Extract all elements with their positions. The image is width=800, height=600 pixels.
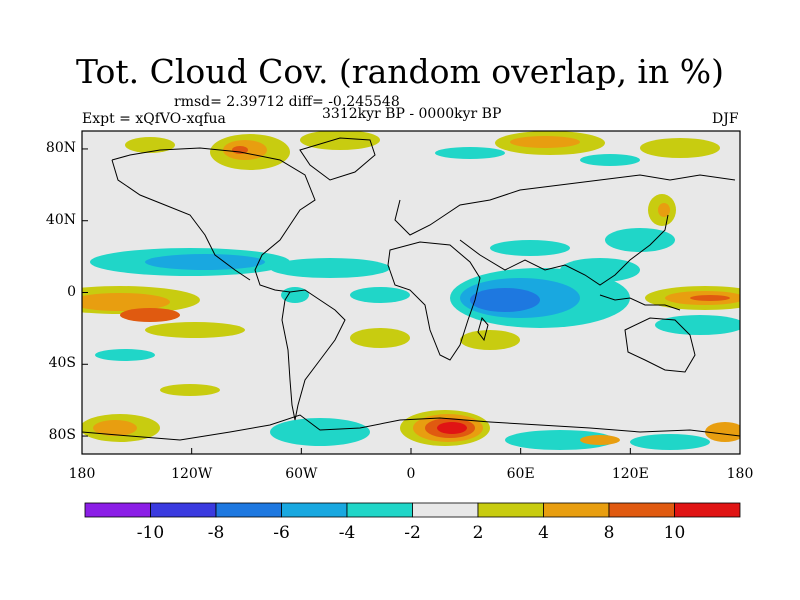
- colorbar-label: -10: [136, 523, 165, 543]
- y-tick-label: 0: [67, 283, 76, 300]
- anomaly-patch: [82, 293, 170, 311]
- coastline-europe-asia: [394, 174, 736, 236]
- anomaly-patch: [705, 422, 740, 442]
- colorbar-bin: [674, 502, 741, 518]
- colorbar-bin: [346, 502, 413, 518]
- anomaly-patch: [300, 131, 380, 150]
- anomaly-patch: [605, 228, 675, 252]
- anomaly-patch: [145, 322, 245, 338]
- map-background: [82, 131, 740, 454]
- anomaly-patch: [580, 154, 640, 166]
- anomaly-patch: [655, 315, 740, 335]
- anomaly-patch: [160, 384, 220, 396]
- anomaly-patch: [270, 258, 390, 278]
- anomaly-patch: [281, 287, 309, 303]
- colorbar-label: -4: [338, 523, 356, 543]
- coastline-africa: [387, 241, 481, 361]
- anomaly-patch: [470, 288, 540, 312]
- anomaly-patch: [490, 240, 570, 256]
- anomaly-patch: [640, 138, 720, 158]
- y-tick-label: 80N: [45, 139, 76, 156]
- stats-line: rmsd= 2.39712 diff= -0.245548: [174, 94, 400, 110]
- colorbar-bin: [608, 502, 675, 518]
- x-tick-label: 180: [726, 466, 754, 482]
- colorbar: [84, 502, 741, 518]
- anomaly-patch: [658, 203, 670, 217]
- colorbar-bin: [84, 502, 151, 518]
- coastline-alaska-west: [111, 159, 251, 281]
- coastline-madagascar: [477, 316, 489, 342]
- colorbar-label: 2: [472, 523, 484, 543]
- anomaly-patch: [505, 430, 615, 450]
- x-tick-label: 120E: [611, 466, 649, 482]
- experiment-label: Expt = xQfVO-xqfua: [82, 111, 226, 127]
- x-tick-label: 0: [406, 466, 416, 482]
- anomaly-patch: [510, 136, 580, 148]
- anomaly-patch: [630, 434, 710, 450]
- anomaly-patch: [125, 137, 175, 153]
- anomaly-patch: [93, 420, 137, 436]
- x-tick-label: 60E: [506, 466, 535, 482]
- colorbar-label: 8: [603, 523, 615, 543]
- x-tick-label: 60W: [285, 466, 318, 482]
- colorbar-bin: [477, 502, 544, 518]
- coastline-south-america: [281, 289, 346, 421]
- anomaly-field: [82, 131, 740, 450]
- colorbar-bin: [281, 502, 348, 518]
- coastline-greenland: [299, 137, 376, 181]
- colorbar-bin: [412, 502, 479, 518]
- y-tick-label: 40N: [45, 211, 76, 228]
- anomaly-patch: [145, 254, 265, 270]
- coastline-asia-south: [459, 214, 669, 286]
- colorbar-label: 10: [663, 523, 686, 543]
- coastline-maritime: [599, 294, 681, 311]
- anomaly-patch: [435, 147, 505, 159]
- anomaly-patch: [350, 287, 410, 303]
- x-tick-label: 120W: [171, 466, 213, 482]
- colorbar-bin: [543, 502, 610, 518]
- anomaly-patch: [690, 295, 730, 301]
- anomaly-patch: [560, 258, 640, 282]
- anomaly-patch: [580, 435, 620, 445]
- period-label: 3312kyr BP - 0000kyr BP: [322, 106, 502, 122]
- y-tick-label: 80S: [48, 427, 76, 444]
- coastline-antarctica: [82, 414, 740, 441]
- y-tick-label: 40S: [48, 355, 76, 372]
- anomaly-patch: [95, 349, 155, 361]
- anomaly-patch: [120, 308, 180, 322]
- anomaly-patch: [350, 328, 410, 348]
- figure-title: Tot. Cloud Cov. (random overlap, in %): [76, 52, 724, 91]
- colorbar-label: -6: [273, 523, 290, 543]
- colorbar-label: -8: [207, 523, 225, 543]
- x-tick-label: 180: [68, 466, 96, 482]
- colorbar-label: 4: [538, 523, 549, 543]
- anomaly-patch: [460, 330, 520, 350]
- anomaly-patch: [437, 422, 467, 434]
- coastline-australia: [624, 317, 696, 373]
- coastline-north-america: [111, 147, 316, 293]
- season-label: DJF: [712, 111, 739, 127]
- colorbar-bin: [150, 502, 217, 518]
- anomaly-patch: [270, 418, 370, 446]
- colorbar-bin: [215, 502, 282, 518]
- colorbar-label: -2: [404, 523, 421, 543]
- coastlines: [82, 137, 740, 441]
